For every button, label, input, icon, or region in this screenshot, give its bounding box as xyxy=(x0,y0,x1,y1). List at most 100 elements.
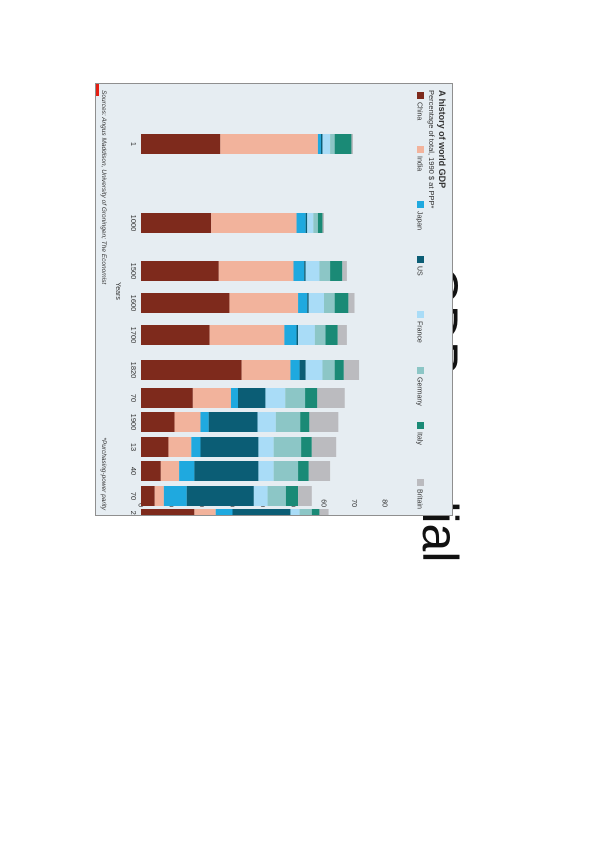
category-label: 70 xyxy=(129,394,138,402)
bar-italy-5 xyxy=(334,360,344,380)
bar-france-10 xyxy=(253,486,268,506)
legend: China India Japan US France Germany Italy Brita… xyxy=(416,92,424,509)
bar-france-5 xyxy=(305,360,323,380)
source-note: Sources: Angus Maddison, University of G… xyxy=(100,90,107,285)
bar-india-7 xyxy=(174,412,201,432)
bar-china-8 xyxy=(141,437,169,457)
bar-britain-6 xyxy=(317,388,345,408)
bar-us-0 xyxy=(320,134,323,154)
bar-china-7 xyxy=(140,412,175,432)
bar-france-6 xyxy=(265,388,286,408)
bar-india-5 xyxy=(241,360,291,380)
legend-label-britain: Britain xyxy=(416,489,423,509)
category-label: 2008 xyxy=(129,511,138,515)
legend-swatch-china xyxy=(417,92,424,99)
bar-india-4 xyxy=(209,325,285,345)
bar-india-8 xyxy=(168,437,192,457)
bar-japan-2 xyxy=(293,261,305,281)
bar-japan-4 xyxy=(284,325,297,345)
bar-germany-4 xyxy=(314,325,326,345)
bar-italy-3 xyxy=(334,293,349,313)
bar-china-5 xyxy=(140,360,242,380)
bar-germany-3 xyxy=(324,293,335,313)
bar-us-5 xyxy=(299,360,306,380)
bar-germany-8 xyxy=(273,437,302,457)
bar-france-1 xyxy=(307,213,314,233)
legend-swatch-japan xyxy=(417,201,424,208)
bar-britain-1 xyxy=(322,213,324,233)
bar-france-2 xyxy=(305,261,320,281)
bar-india-3 xyxy=(229,293,299,313)
bar-germany-7 xyxy=(275,412,301,432)
bar-china-1 xyxy=(140,213,212,233)
bar-us-11 xyxy=(232,509,291,515)
bar-italy-11 xyxy=(311,509,320,515)
bar-britain-8 xyxy=(311,437,337,457)
legend-label-france: France xyxy=(416,321,423,343)
bar-japan-7 xyxy=(200,412,209,432)
bar-france-7 xyxy=(257,412,276,432)
bar-germany-1 xyxy=(313,213,318,233)
bar-us-7 xyxy=(208,412,258,432)
world-gdp-chart: A history of world GDP Percentage of tot… xyxy=(96,84,447,515)
bar-india-9 xyxy=(160,461,180,481)
bar-britain-9 xyxy=(308,461,331,481)
bar-us-4 xyxy=(296,325,299,345)
bar-britain-2 xyxy=(342,261,347,281)
category-label: 70 xyxy=(129,492,138,500)
bar-italy-9 xyxy=(298,461,309,481)
legend-label-china: China xyxy=(416,102,423,120)
bar-china-6 xyxy=(141,388,193,408)
bar-us-3 xyxy=(307,293,309,313)
category-label: 40 xyxy=(129,467,138,475)
legend-label-us: US xyxy=(416,266,423,276)
bar-japan-0 xyxy=(317,134,321,154)
bar-france-11 xyxy=(290,509,300,515)
category-label: 1 xyxy=(129,142,138,146)
bar-us-1 xyxy=(305,213,308,233)
bar-us-6 xyxy=(237,388,266,408)
bar-india-11 xyxy=(194,509,216,515)
category-label: 1600 xyxy=(129,295,138,312)
x-tick-label: 60 xyxy=(320,499,327,507)
bar-japan-5 xyxy=(290,360,300,380)
legend-label-germany: Germany xyxy=(416,377,423,406)
bar-italy-2 xyxy=(330,261,343,281)
bar-britain-10 xyxy=(298,486,312,506)
bar-germany-11 xyxy=(299,509,312,515)
bar-germany-10 xyxy=(267,486,286,506)
bar-china-11 xyxy=(141,509,195,515)
bar-india-1 xyxy=(211,213,297,233)
bar-britain-7 xyxy=(309,412,339,432)
bar-japan-10 xyxy=(163,486,187,506)
bar-china-2 xyxy=(140,261,219,281)
bar-germany-0 xyxy=(330,134,335,154)
bar-japan-8 xyxy=(191,437,201,457)
bar-us-10 xyxy=(186,486,254,506)
chart-subtitle: Percentage of total, 1990 $ at PPP* xyxy=(427,90,436,208)
bar-china-4 xyxy=(141,325,210,345)
category-label: 1700 xyxy=(129,327,138,344)
bar-japan-6 xyxy=(230,388,238,408)
legend-label-italy: Italy xyxy=(416,432,423,445)
category-label: 1000 xyxy=(129,215,138,232)
bar-japan-9 xyxy=(179,461,195,481)
legend-label-japan: Japan xyxy=(416,211,423,230)
category-label: 1500 xyxy=(129,263,138,280)
legend-swatch-france xyxy=(417,311,424,318)
legend-swatch-us xyxy=(417,256,424,263)
category-label: 13 xyxy=(129,443,138,451)
chart-title: A history of world GDP xyxy=(437,90,447,188)
y-axis-categories: 1 1000 1500 1600 1700 1820 70 1900 13 40 70 2008 xyxy=(129,142,138,515)
bar-japan-11 xyxy=(215,509,233,515)
bar-britain-0 xyxy=(351,134,353,154)
bar-italy-8 xyxy=(301,437,312,457)
bar-britain-11 xyxy=(319,509,329,515)
chart-plot: A history of world GDP Percentage of tot… xyxy=(96,84,447,515)
category-label: 1820 xyxy=(129,362,138,379)
bar-britain-5 xyxy=(343,360,360,380)
bar-germany-9 xyxy=(273,461,299,481)
bar-india-10 xyxy=(154,486,164,506)
bar-china-10 xyxy=(141,486,155,506)
bars xyxy=(140,134,360,515)
